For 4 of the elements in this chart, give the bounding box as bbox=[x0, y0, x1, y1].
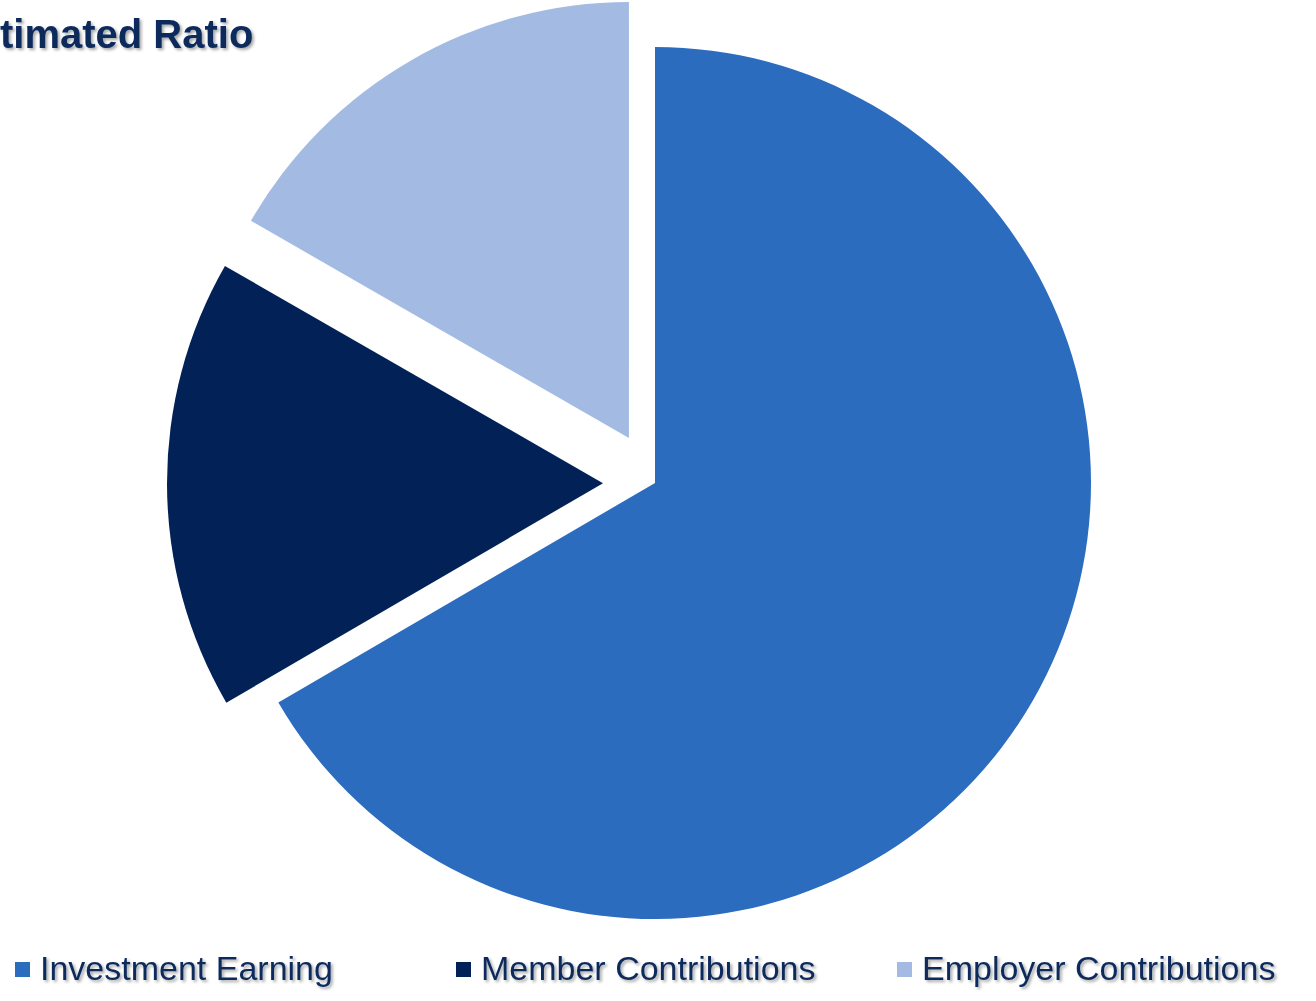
legend-label: Member Contributions bbox=[481, 949, 816, 987]
legend-label: Employer Contributions bbox=[922, 949, 1276, 987]
chart-title: timated Ratio bbox=[0, 12, 254, 56]
legend-label: Investment Earning bbox=[40, 949, 333, 987]
